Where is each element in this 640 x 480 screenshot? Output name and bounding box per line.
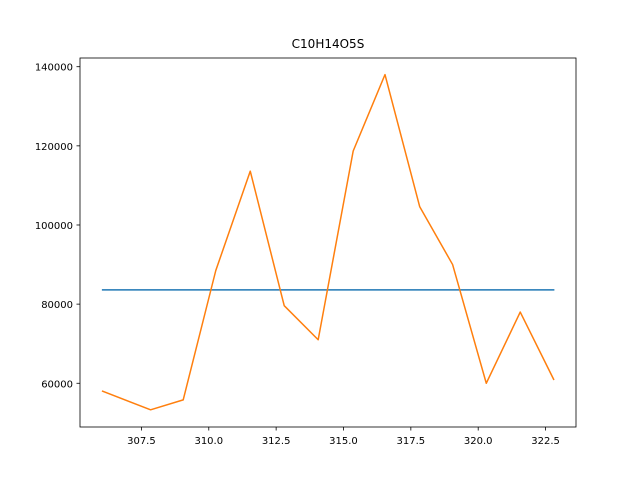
y-tick-label: 100000 [35,221,73,232]
y-tick-label: 120000 [35,142,73,153]
x-tick-label: 307.5 [127,436,156,447]
series-line-2 [101,73,555,411]
y-tick-label: 60000 [41,379,73,390]
x-tick-label: 320.0 [464,436,493,447]
series-layer [101,73,555,411]
x-tick-label: 315.0 [329,436,358,447]
y-tick-label: 80000 [41,300,73,311]
axes-layer: 307.5 310.0 312.5 315.0 317.5 320.0 322.5 60000… [35,57,577,447]
x-tick-label: 322.5 [531,436,560,447]
chart-title: C10H14O5S [292,37,365,51]
x-tick-label: 310.0 [194,436,223,447]
y-tick-label: 140000 [35,63,73,74]
x-tick-label: 312.5 [262,436,291,447]
x-tick-label: 317.5 [397,436,426,447]
plot-frame [79,57,577,428]
